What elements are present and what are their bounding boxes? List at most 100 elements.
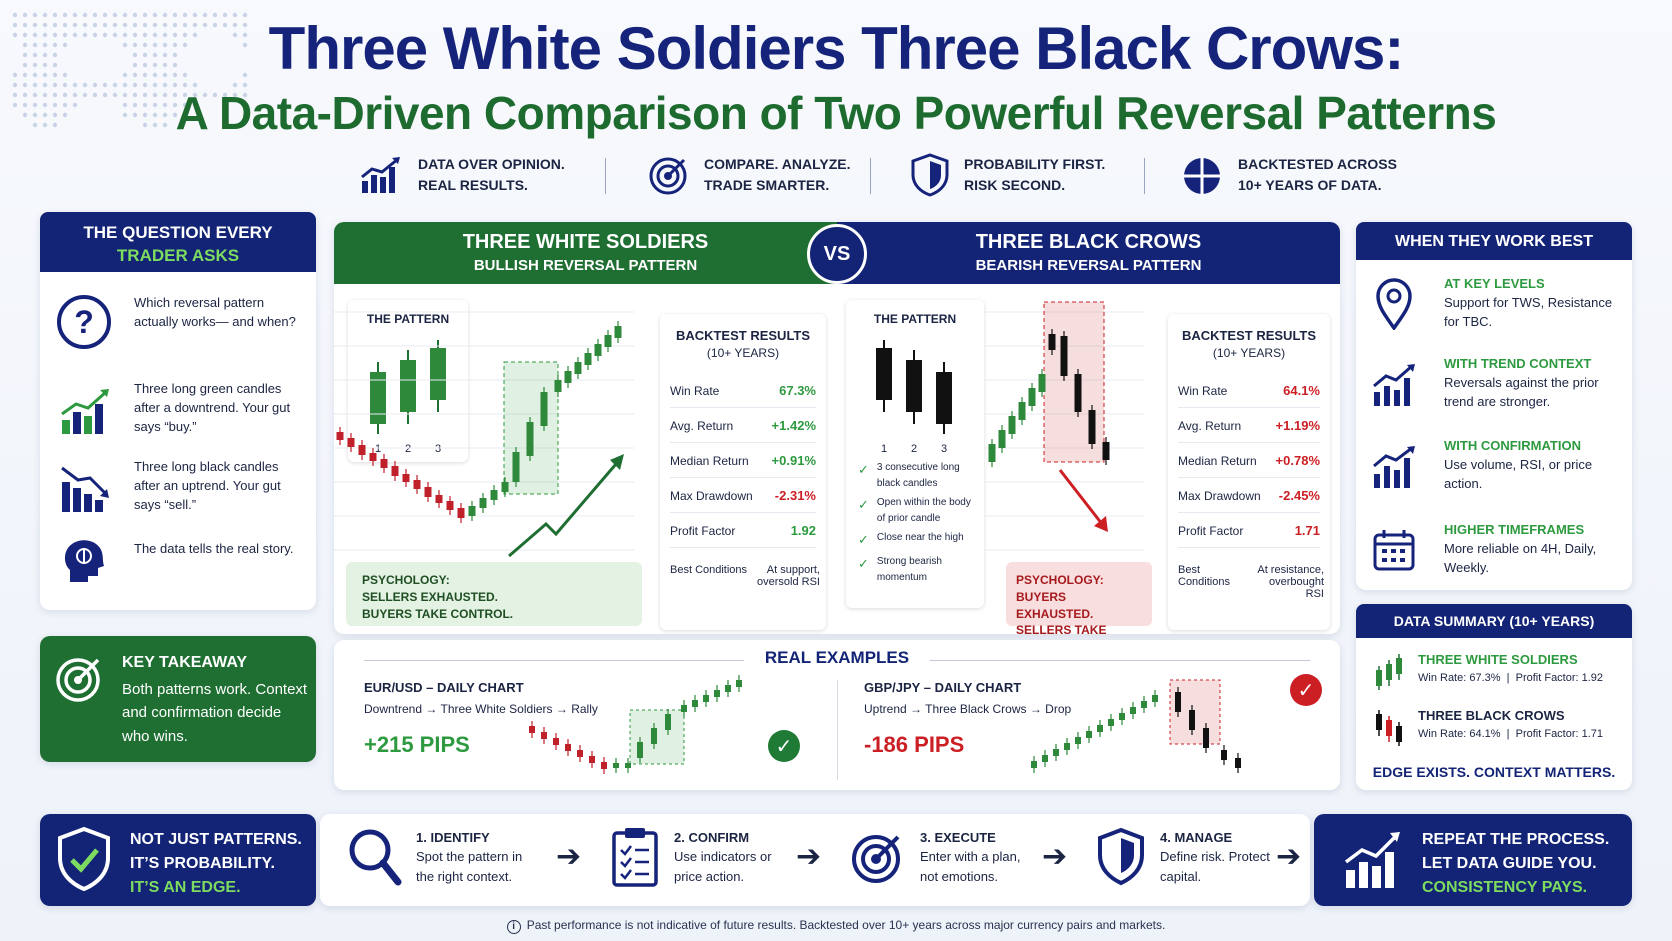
target-icon <box>56 658 100 702</box>
metric-label: Avg. Return <box>670 418 734 433</box>
psychology-line: PSYCHOLOGY: <box>362 573 450 587</box>
map-dot <box>102 22 108 28</box>
metric-label: Median Return <box>1178 453 1257 468</box>
map-dot <box>22 52 28 58</box>
map-dot <box>182 32 188 38</box>
map-dot <box>192 32 198 38</box>
step-text: Spot the pattern in the right context. <box>416 849 523 884</box>
candle <box>564 371 572 383</box>
map-dot <box>152 112 158 118</box>
map-dot <box>62 32 68 38</box>
psychology-line: PSYCHOLOGY: <box>1016 573 1104 587</box>
repeat-card: REPEAT THE PROCESS. LET DATA GUIDE YOU. … <box>1314 814 1632 906</box>
map-dot <box>132 22 138 28</box>
candle <box>435 495 443 503</box>
map-dot <box>112 22 118 28</box>
candle <box>651 728 657 744</box>
world-map-decoration <box>12 12 248 128</box>
map-dot <box>142 52 148 58</box>
map-dot <box>102 32 108 38</box>
map-dot <box>102 92 108 98</box>
map-dot <box>52 42 58 48</box>
tbc-title: THREE BLACK CROWS <box>975 231 1202 253</box>
candle <box>554 380 562 392</box>
repeat-line: REPEAT THE PROCESS. <box>1422 831 1610 848</box>
summary-tbc-name: THREE BLACK CROWS <box>1418 708 1565 723</box>
candle <box>501 482 509 492</box>
step-title: 3. EXECUTE <box>920 829 996 845</box>
tagline-line: TRADE SMARTER. <box>704 177 830 193</box>
map-dot <box>132 12 138 18</box>
metric-label: Profit Factor <box>1178 523 1244 538</box>
green-candles-icon <box>1376 654 1402 690</box>
example-pair: GBP/JPY – DAILY CHART <box>864 680 1022 695</box>
candle <box>336 432 344 440</box>
map-dot <box>32 32 38 38</box>
map-dot <box>122 32 128 38</box>
map-dot <box>232 82 238 88</box>
map-dot <box>172 82 178 88</box>
process-steps: 1. IDENTIFY Spot the pattern in the right… <box>320 814 1310 906</box>
check-icon: ✓ <box>858 556 869 572</box>
work-best-item-title: AT KEY LEVELS <box>1444 276 1545 291</box>
work-best-item: WITH CONFIRMATION Use volume, RSI, or pr… <box>1370 438 1626 508</box>
metric-label: Profit Factor <box>670 523 736 538</box>
step-text: Use indicators or price action. <box>674 849 772 884</box>
tws-psychology: PSYCHOLOGY: SELLERS EXHAUSTED. BUYERS TA… <box>346 562 642 626</box>
map-dot <box>32 82 38 88</box>
map-dot <box>142 42 148 48</box>
candle <box>526 422 534 456</box>
step-text: Define risk. Protect capital. <box>1160 849 1270 884</box>
map-dot <box>132 72 138 78</box>
metric-row: Profit Factor 1.71 <box>1178 514 1320 548</box>
best-conditions-value: At support, oversold RSI <box>757 564 820 588</box>
tws-pattern-box: THE PATTERN 1 2 3 <box>348 300 468 462</box>
map-dot <box>82 12 88 18</box>
map-dot <box>52 22 58 28</box>
psychology-line: BUYERS TAKE CONTROL. <box>362 606 514 621</box>
candle <box>601 762 607 769</box>
metric-value: 64.1% <box>1283 383 1320 398</box>
falling-chart-icon <box>61 466 109 512</box>
work-best-title: WHEN THEY WORK BEST <box>1395 233 1593 250</box>
candle <box>446 501 454 510</box>
metric-row: Win Rate 67.3% <box>670 374 816 408</box>
map-dot <box>242 92 248 98</box>
map-dot <box>62 112 68 118</box>
metric-row: Avg. Return +1.19% <box>1178 409 1320 443</box>
map-dot <box>22 82 28 88</box>
tagline-line: BACKTESTED ACROSS <box>1238 156 1397 172</box>
check-icon: ✓ <box>768 730 800 762</box>
map-dot <box>122 72 128 78</box>
clipboard-icon <box>612 828 658 887</box>
divider <box>1144 158 1145 194</box>
summary-footer: EDGE EXISTS. CONTEXT MATTERS. <box>1372 764 1616 780</box>
map-dot <box>152 22 158 28</box>
map-dot <box>42 82 48 88</box>
candle <box>358 445 366 455</box>
tbc-candles: 1 2 3 <box>876 340 952 455</box>
arrow-right-icon: ➔ <box>796 840 822 873</box>
map-dot <box>232 22 238 28</box>
map-dot <box>152 82 158 88</box>
tws-backtest-card: BACKTEST RESULTS (10+ YEARS) Win Rate 67.… <box>660 314 826 630</box>
step-confirm: 2. CONFIRM Use indicators or price action… <box>610 814 784 900</box>
divider <box>930 660 1310 661</box>
map-dot <box>22 62 28 68</box>
map-dot <box>182 102 188 108</box>
map-dot <box>242 112 248 118</box>
map-dot <box>32 52 38 58</box>
candle <box>577 750 583 757</box>
metric-row: Avg. Return +1.42% <box>670 409 816 443</box>
takeaway-text: Both patterns work. Context and confirma… <box>122 681 308 745</box>
data-summary-card: DATA SUMMARY (10+ YEARS) THREE WHITE SOL… <box>1356 604 1632 790</box>
edge-line: IT’S PROBABILITY. <box>130 855 275 872</box>
candle <box>665 714 671 730</box>
map-dot <box>142 12 148 18</box>
tagline-item: COMPARE. ANALYZE. TRADE SMARTER. <box>648 150 878 200</box>
map-dot <box>152 102 158 108</box>
arrow-right-icon: ➔ <box>1276 840 1302 873</box>
tbc-price-chart <box>984 301 1144 551</box>
candle <box>1008 416 1016 434</box>
metric-label: Win Rate <box>1178 383 1228 398</box>
